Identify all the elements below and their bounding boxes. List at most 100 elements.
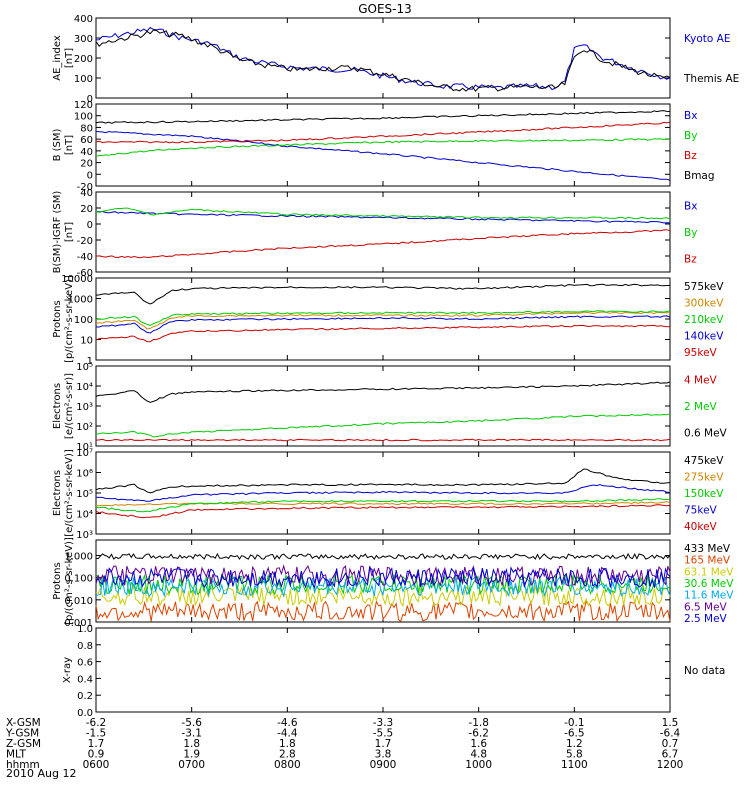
series-line-63.1-MeV xyxy=(95,584,671,608)
orbit-value: 0700 xyxy=(178,759,205,771)
y-tick-label: 10¹ xyxy=(76,442,93,453)
orbit-value: 1000 xyxy=(465,759,492,771)
y-tick-label: 20 xyxy=(80,204,93,215)
orbit-value: -3.1 xyxy=(181,728,202,740)
series-line-4-MeV xyxy=(95,438,671,442)
legend-By: By xyxy=(684,130,697,142)
orbit-value: 6.7 xyxy=(662,749,679,761)
legend-Bmag: Bmag xyxy=(684,170,715,182)
legend-4-MeV: 4 MeV xyxy=(684,374,718,386)
legend-40keV: 40keV xyxy=(684,521,718,533)
orbit-value: -1.8 xyxy=(468,717,489,729)
panel-frame xyxy=(95,365,671,447)
y-axis-label: Electrons xyxy=(52,470,63,516)
y-tick-label: 10⁶ xyxy=(76,469,93,480)
legend-2-MeV: 2 MeV xyxy=(684,401,718,413)
y-tick-label: 10³ xyxy=(76,402,93,413)
orbit-table: X-GSM -6.2 -5.6 -4.6 -3.3 -1.8 -0.1 1.5 Y-GSM -1.… xyxy=(5,717,683,771)
panel-frame xyxy=(95,277,671,361)
series-line-6.5-MeV xyxy=(95,564,671,588)
y-tick-label: 10⁵ xyxy=(76,362,93,373)
y-axis-label: [e/(cm²-s-sr-keV)] xyxy=(64,449,75,537)
y-tick-label: 0.4 xyxy=(77,674,93,685)
y-tick-label: 10⁴ xyxy=(76,382,93,393)
legend-Bx: Bx xyxy=(684,110,697,122)
y-tick-label: 200 xyxy=(74,54,93,65)
series-line-By xyxy=(95,207,671,220)
series-line-Bx xyxy=(95,210,671,224)
y-tick-label: 0.0 xyxy=(77,708,93,719)
y-tick-label: 0.100 xyxy=(64,574,93,585)
orbit-value: 1.7 xyxy=(375,738,392,750)
orbit-value: 2.8 xyxy=(279,749,296,761)
y-tick-label: 10² xyxy=(76,422,93,433)
orbit-value: 0.7 xyxy=(662,738,679,750)
y-tick-label: -20 xyxy=(77,182,93,193)
y-axis-label: [nT] xyxy=(64,222,75,242)
orbit-value: -4.6 xyxy=(277,717,298,729)
series-line-275keV xyxy=(95,501,671,507)
legend-165-MeV: 165 MeV xyxy=(684,555,731,567)
legend-2.5-MeV: 2.5 MeV xyxy=(684,613,728,625)
orbit-value: -6.4 xyxy=(660,728,681,740)
orbit-value: -1.5 xyxy=(86,728,107,740)
legend-275keV: 275keV xyxy=(684,472,724,484)
panel-3: -60 -40 -20 0 20 40 B(SM)-IGRF (SM) [nT] Bx By Bz xyxy=(52,188,697,279)
orbit-value: 4.8 xyxy=(470,749,487,761)
legend-30.6-MeV: 30.6 MeV xyxy=(684,578,734,590)
y-tick-label: 300 xyxy=(74,34,93,45)
panel-1: 0 100 200 300 400 AE_index [nT] Kyoto AE Themis … xyxy=(52,14,739,105)
orbit-value: 1.2 xyxy=(566,738,583,750)
orbit-value: -6.5 xyxy=(564,728,585,740)
series-line-0.6-MeV xyxy=(95,381,671,403)
y-axis-label: Electrons xyxy=(52,383,63,429)
panel-frame xyxy=(95,103,671,187)
series-line-95keV xyxy=(95,324,671,343)
y-tick-label: 0.6 xyxy=(77,658,93,669)
y-tick-label: 10³ xyxy=(76,530,93,541)
y-tick-label: 80 xyxy=(80,123,93,134)
orbit-value: -5.5 xyxy=(373,728,394,740)
y-axis-label: [nT] xyxy=(64,48,75,68)
y-tick-label: 400 xyxy=(74,14,93,25)
y-axis-label: B(SM)-IGRF (SM) xyxy=(52,191,63,274)
legend-95keV: 95keV xyxy=(684,347,718,359)
orbit-value: 1200 xyxy=(657,759,684,771)
y-axis-label: Protons xyxy=(52,562,63,599)
no-data-note: No data xyxy=(684,665,725,677)
y-tick-label: 0.010 xyxy=(64,596,93,607)
y-axis-label: B (SM) xyxy=(52,128,63,161)
panel-4: 1 10 100 1000 10000 Protons [p/(cm²-s-sr-keV)]… xyxy=(52,274,724,367)
y-tick-label: 100 xyxy=(74,112,93,123)
panel-5: 10¹ 10² 10³ 10⁴ 10⁵ Electrons [e/(cm²-s-sr)] 4 … xyxy=(52,362,728,453)
orbit-value: 0.9 xyxy=(88,749,105,761)
y-tick-label: 0 xyxy=(87,220,93,231)
y-axis-label: AE_index xyxy=(52,35,63,81)
series-line-433-MeV xyxy=(95,552,671,561)
y-tick-label: 10⁴ xyxy=(76,510,93,521)
legend-433-MeV: 433 MeV xyxy=(684,543,731,555)
y-tick-label: 1000 xyxy=(68,295,93,306)
legend-Bz: Bz xyxy=(684,254,697,266)
y-axis-label: [p/(cm²-s-sr-keV)] xyxy=(64,275,75,363)
series-line-Kyoto-AE xyxy=(95,26,671,91)
series-line-210keV xyxy=(95,310,671,326)
orbit-value: 0800 xyxy=(274,759,301,771)
orbit-value: 1.7 xyxy=(88,738,105,750)
legend-475keV: 475keV xyxy=(684,455,724,467)
y-tick-label: 40 xyxy=(80,147,93,158)
orbit-value: 0900 xyxy=(370,759,397,771)
y-tick-label: 120 xyxy=(74,100,93,111)
legend-300keV: 300keV xyxy=(684,298,724,310)
series-line-140keV xyxy=(96,315,671,334)
y-axis-label: [e/(cm²-s-sr)] xyxy=(64,373,75,439)
orbit-row-label: X-GSM xyxy=(6,717,41,729)
y-tick-label: 1.0 xyxy=(77,624,93,635)
y-tick-label: 20 xyxy=(80,159,93,170)
y-tick-label: 1 xyxy=(87,356,93,367)
y-axis-label: Protons xyxy=(52,300,63,337)
legend-0.6-MeV: 0.6 MeV xyxy=(684,428,728,440)
y-tick-label: 10 xyxy=(80,336,93,347)
